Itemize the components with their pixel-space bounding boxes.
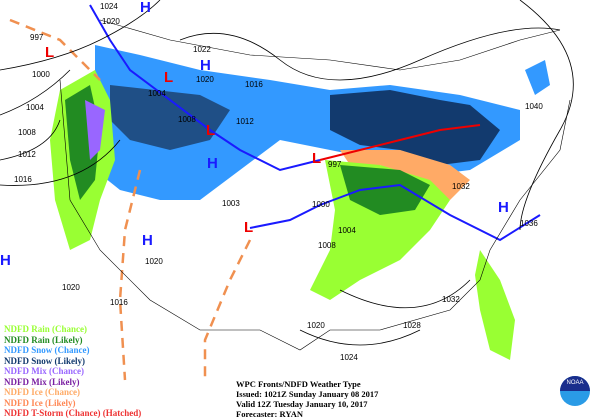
rain-chance-region-florida: [475, 250, 515, 360]
low-pressure-center: L: [312, 150, 321, 167]
forecaster: Forecaster: RYAN: [236, 409, 303, 419]
noaa-logo-text: NOAA: [566, 380, 584, 386]
isobar-label: 1016: [14, 175, 32, 184]
isobar-label: 1020: [102, 17, 120, 26]
isobar-labels: 9971020102410001004100810121016102210201…: [14, 2, 543, 362]
isobar-label: 1032: [442, 295, 460, 304]
high-pressure-center: H: [0, 252, 11, 269]
low-pressure-center: L: [206, 122, 215, 139]
isobar-label: 1032: [452, 182, 470, 191]
isobar-label: 1020: [196, 75, 214, 84]
legend-item: NDFD Ice (Likely): [4, 397, 76, 408]
low-pressure-center: L: [164, 69, 173, 86]
isobar-label: 1020: [145, 257, 163, 266]
isobar-label: 1022: [193, 45, 211, 54]
snow-likely-region-west: [110, 85, 230, 150]
legend-item: NDFD T-Storm (Chance) (Hatched): [4, 408, 142, 418]
legend-item: NDFD Ice (Chance): [4, 387, 80, 397]
snow-chance-region-ne: [525, 60, 550, 95]
isobar-label: 1036: [520, 219, 538, 228]
rain-likely-region-south: [340, 165, 430, 215]
isobar-label: 997: [30, 33, 44, 42]
trough-2: [203, 239, 252, 380]
trough: [118, 169, 142, 381]
isobar-label: 1020: [62, 283, 80, 292]
high-pressure-center: H: [207, 155, 218, 172]
high-pressure-center: H: [498, 199, 509, 216]
isobar-label: 1004: [148, 89, 166, 98]
legend-item: NDFD Mix (Chance): [4, 366, 84, 376]
isobar-label: 1012: [18, 150, 36, 159]
legend-item: NDFD Rain (Likely): [4, 334, 83, 345]
isobar-label: 997: [328, 160, 342, 169]
isobar-label: 1008: [318, 241, 336, 250]
legend-item: NDFD Rain (Chance): [4, 324, 87, 334]
isobar-label: 1016: [245, 80, 263, 89]
isobar-label: 1024: [340, 353, 358, 362]
high-pressure-center: H: [142, 232, 153, 249]
isobar-label: 1000: [32, 70, 50, 79]
isobar-label: 1016: [110, 298, 128, 307]
isobar-label: 1040: [525, 102, 543, 111]
isobar-label: 1004: [338, 226, 356, 235]
valid-time: Valid 12Z Tuesday January 10, 2017: [236, 399, 368, 409]
high-pressure-center: H: [200, 57, 211, 74]
isobar-lines: [0, 0, 574, 346]
legend: NDFD Rain (Chance) NDFD Rain (Likely) NDFD…: [4, 324, 151, 419]
low-pressure-center: L: [45, 44, 54, 61]
isobar-label: 1012: [236, 117, 254, 126]
legend-item: NDFD Snow (Likely): [4, 355, 86, 366]
legend-item: NDFD Snow (Chance): [4, 345, 90, 355]
isobar-label: 1008: [178, 115, 196, 124]
legend-item: NDFD Mix (Likely): [4, 376, 80, 387]
borders: [59, 19, 571, 351]
map-title: WPC Fronts/NDFD Weather Type: [236, 379, 361, 389]
map-info: WPC Fronts/NDFD Weather Type Issued: 102…: [236, 379, 378, 419]
stationary-front: [249, 183, 541, 242]
isobar-label: 1004: [26, 103, 44, 112]
warm-front: [319, 124, 481, 161]
mix-chance-region: [85, 100, 105, 160]
isobar-label: 1024: [100, 2, 118, 11]
isobar-label: 1020: [307, 321, 325, 330]
isobar-label: 1003: [222, 199, 240, 208]
cold-front: [89, 4, 321, 172]
isobar-label: 1028: [403, 321, 421, 330]
low-pressure-center: L: [244, 219, 253, 236]
issued-time: Issued: 1021Z Sunday January 08 2017: [236, 389, 379, 399]
isobar-label: 1000: [312, 200, 330, 209]
high-pressure-center: H: [140, 0, 151, 16]
isobar-label: 1008: [18, 128, 36, 137]
trough-3: [9, 18, 101, 81]
noaa-logo: NOAA: [560, 376, 590, 406]
